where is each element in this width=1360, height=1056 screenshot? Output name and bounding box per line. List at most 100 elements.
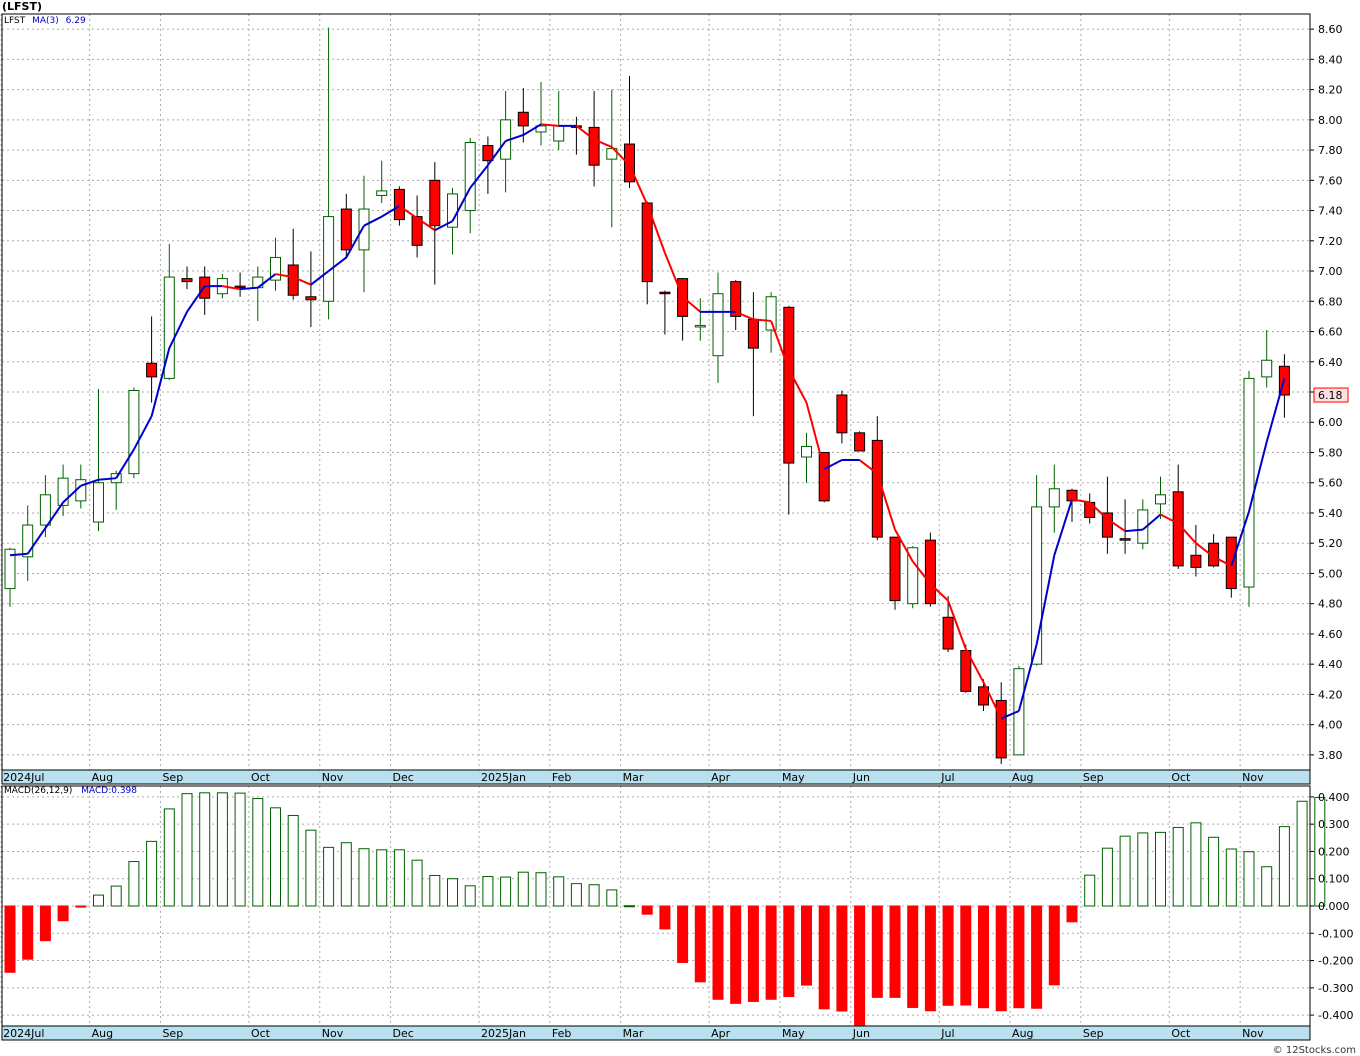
macd-bar (606, 889, 618, 907)
macd-bar (517, 871, 529, 907)
macd-bar (163, 808, 175, 907)
macd-legend-value: MACD:0.398 (81, 786, 138, 796)
candle-body (836, 394, 848, 434)
macd-legend-label: MACD(26,12,9) (4, 786, 73, 796)
ma-segment (753, 318, 772, 322)
candle-body (995, 699, 1007, 759)
ma-segment (982, 681, 1003, 720)
price-tick-label: 4.80 (1318, 598, 1343, 611)
candle (1048, 464, 1060, 533)
candle (376, 160, 388, 203)
price-tick-label: 5.60 (1318, 477, 1343, 490)
candle (783, 305, 795, 515)
x-axis-label: Oct (251, 1027, 271, 1040)
macd-bar (39, 905, 51, 942)
x-axis-label: Aug (92, 1027, 113, 1040)
macd-bar (4, 905, 16, 973)
ma-segment (681, 295, 701, 313)
macd-bar (75, 905, 87, 908)
candle-body (411, 216, 423, 246)
candle (1155, 476, 1166, 520)
candle (1190, 525, 1202, 577)
macd-bar (93, 894, 104, 907)
ma-segment (663, 252, 684, 298)
watermark: © 12Stocks.com (1272, 1045, 1356, 1056)
ma-segment (522, 123, 542, 136)
macd-bar (801, 905, 812, 986)
price-legend-symbol: LFST (4, 16, 26, 26)
ma-segment (1106, 518, 1126, 532)
x-axis-label: Apr (711, 771, 731, 784)
ma-segment (240, 286, 258, 291)
candle-body (553, 125, 565, 142)
candle (340, 193, 352, 259)
candle-body (376, 190, 388, 196)
macd-bar (659, 905, 671, 930)
macd-tick-label: -0.400 (1318, 1009, 1353, 1022)
x-axis-label: Oct (1171, 771, 1191, 784)
macd-bar (358, 848, 370, 907)
candle (234, 272, 246, 297)
candle-body (234, 285, 246, 289)
macd-tick-label: 0.200 (1318, 845, 1350, 858)
x-axis-label: 2024Jul (3, 1027, 44, 1040)
candle-body (358, 208, 370, 251)
candle-body (871, 439, 883, 538)
ma-segment (858, 459, 878, 475)
macd-bar (1172, 826, 1184, 907)
candle (1031, 475, 1043, 666)
x-axis-label: Aug (92, 771, 113, 784)
x-axis-label: Aug (1012, 1027, 1033, 1040)
price-tick-label: 6.80 (1318, 295, 1343, 308)
ma-segment (275, 273, 294, 279)
ma-segment (292, 276, 312, 286)
ma-segment (150, 347, 171, 417)
candle (712, 272, 724, 383)
candle-body (57, 477, 69, 506)
macd-bar (978, 905, 989, 1009)
candle (146, 316, 158, 403)
ma-segment (911, 560, 932, 585)
macd-tick-label: -0.200 (1318, 955, 1353, 968)
macd-bar (287, 814, 299, 907)
candle-body (128, 389, 140, 475)
ma-segment (1265, 378, 1286, 443)
macd-bar (624, 905, 635, 908)
ma-segment (1142, 513, 1162, 531)
macd-bar (694, 905, 706, 983)
candle (889, 536, 901, 610)
price-tick-label: 7.80 (1318, 144, 1343, 157)
price-legend-ma-label: MA(3) (32, 16, 59, 26)
macd-bar (411, 859, 423, 907)
ma-segment (540, 123, 559, 127)
macd-bar (252, 798, 264, 907)
price-x-axis (1, 769, 1311, 785)
candle (163, 243, 175, 380)
macd-bar (270, 807, 281, 907)
candle-body (4, 548, 16, 590)
ma-segment (186, 285, 206, 313)
candle-body (783, 306, 795, 464)
price-tick-label: 8.20 (1318, 84, 1343, 97)
candle-body (854, 432, 866, 452)
macd-bar (818, 905, 830, 1010)
candle-body (39, 494, 51, 526)
last-price-tag: 6.18 (1318, 389, 1343, 402)
macd-bar (1066, 905, 1078, 923)
candle-body (712, 293, 724, 357)
ma-segment (327, 256, 347, 272)
x-axis-label: Jul (940, 771, 954, 784)
macd-bar (447, 878, 458, 907)
macd-bar (889, 905, 901, 998)
macd-bar (305, 829, 317, 907)
macd-bar (128, 861, 140, 907)
x-axis-label: Feb (552, 1027, 571, 1040)
candle (358, 175, 370, 293)
ma-segment (310, 270, 330, 286)
candle (4, 547, 16, 607)
macd-bar (323, 846, 335, 907)
ma-segment (168, 311, 188, 349)
price-tick-label: 8.60 (1318, 23, 1343, 36)
x-axis-label: Dec (393, 1027, 414, 1040)
ma-segment (823, 459, 843, 471)
